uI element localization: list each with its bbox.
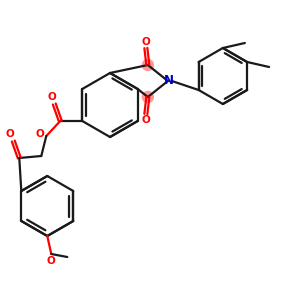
Text: O: O <box>142 115 150 125</box>
Circle shape <box>142 59 153 70</box>
Text: O: O <box>48 92 57 102</box>
Text: O: O <box>47 256 56 266</box>
Text: O: O <box>6 129 15 139</box>
Text: O: O <box>142 37 150 47</box>
Text: N: N <box>164 74 174 88</box>
Circle shape <box>142 92 153 103</box>
Text: O: O <box>36 129 45 139</box>
